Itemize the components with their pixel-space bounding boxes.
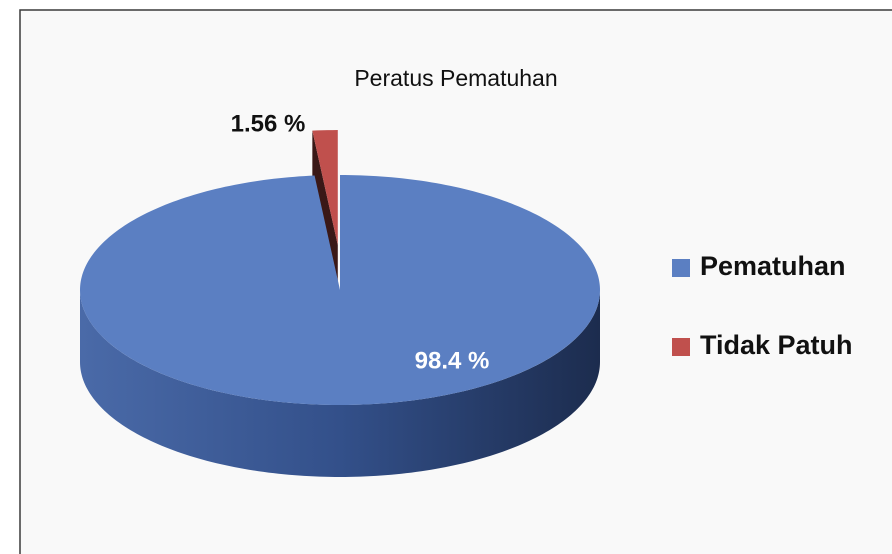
data-label: 1.56 %	[231, 110, 306, 137]
legend-swatch	[672, 338, 690, 356]
pie-slice-side	[80, 290, 600, 477]
chart-title: Peratus Pematuhan	[354, 65, 557, 91]
legend-label: Pematuhan	[700, 251, 846, 281]
legend-label: Tidak Patuh	[700, 330, 853, 360]
pie-slice	[80, 175, 600, 405]
pie: 98.4 % 1.56 %	[80, 110, 600, 477]
legend-swatch	[672, 259, 690, 277]
legend: Pematuhan Tidak Patuh	[672, 251, 853, 360]
pie-slice	[312, 130, 338, 246]
data-label: 98.4 %	[415, 347, 490, 374]
